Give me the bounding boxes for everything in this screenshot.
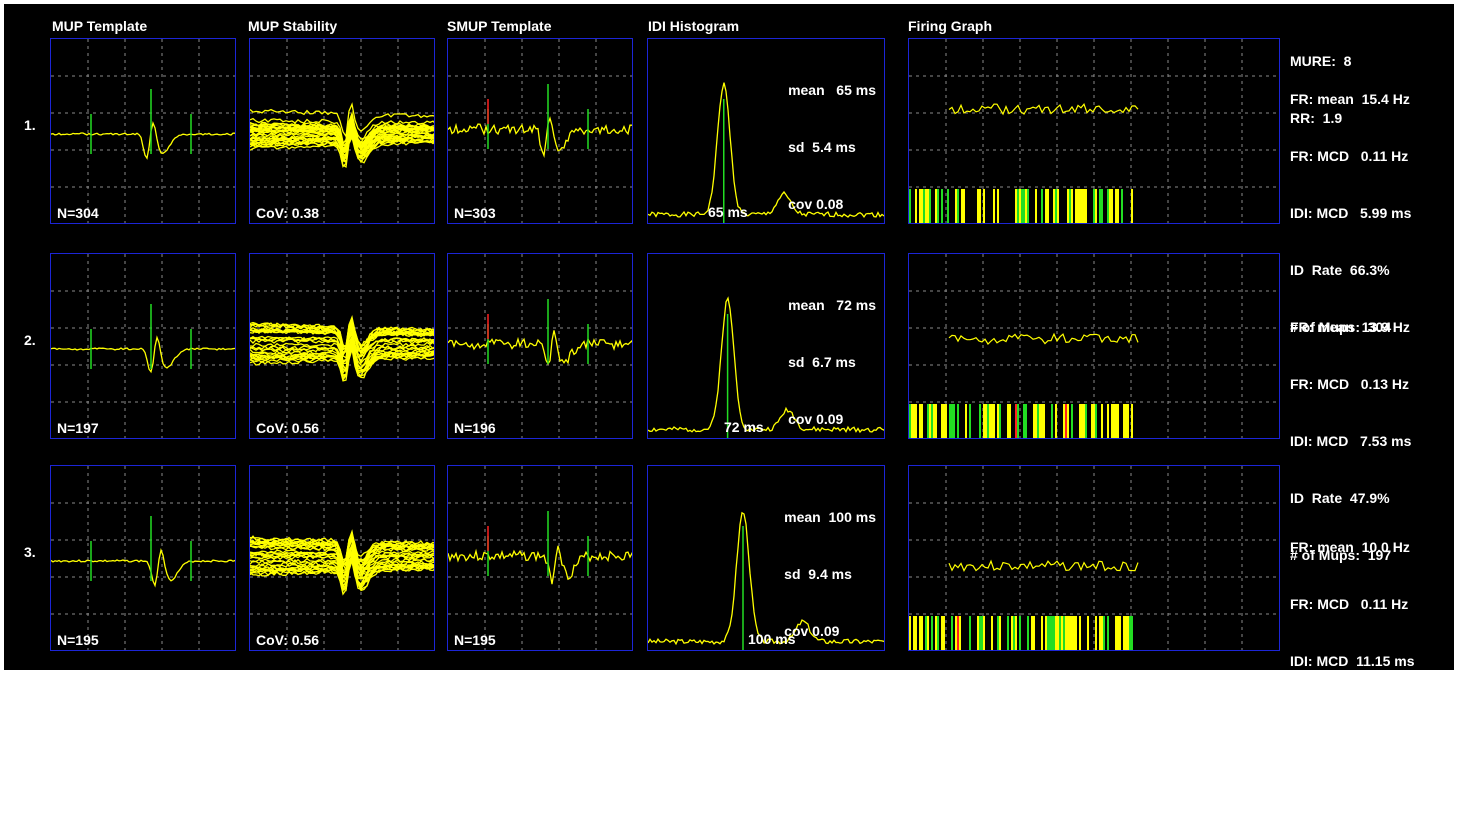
grid xyxy=(909,254,1279,438)
idi-cov: cov 0.09 xyxy=(788,411,844,427)
idi-marker-label: 65 ms xyxy=(708,204,748,220)
idi-histogram-curve xyxy=(648,82,884,223)
smup-template-trace xyxy=(448,84,632,159)
firing-graph-panel[interactable] xyxy=(908,253,1280,439)
idi-mcd: IDI: MCD 11.15 ms xyxy=(1290,653,1415,669)
summary-block: MURE: 8 RR: 1.9 xyxy=(1290,14,1351,166)
row-label: 1. xyxy=(24,117,36,133)
mup-count: N=304 xyxy=(57,205,99,221)
mup-stability-panel[interactable]: CoV: 0.56 xyxy=(249,465,435,651)
header-smup-template: SMUP Template xyxy=(447,18,552,34)
idi-sd: sd 5.4 ms xyxy=(788,139,856,155)
mup-stability-panel[interactable]: CoV: 0.56 xyxy=(249,253,435,439)
smup-template-panel[interactable]: N=195 xyxy=(447,465,633,651)
smup-template-trace xyxy=(448,511,632,585)
idi-histogram-panel[interactable]: mean 72 ms sd 6.7 ms cov 0.09 72 ms xyxy=(647,253,885,439)
firing-rate-trace xyxy=(948,103,1139,116)
firing-bars xyxy=(909,616,1133,650)
header-firing-graph: Firing Graph xyxy=(908,18,992,34)
fr-mean: FR: mean 13.9 Hz xyxy=(1290,319,1410,335)
mup-template-trace xyxy=(51,304,235,374)
mup-template-panel[interactable]: N=197 xyxy=(50,253,236,439)
mup-template-panel[interactable]: N=195 xyxy=(50,465,236,651)
row-stats: FR: mean 13.9 Hz FR: MCD 0.13 Hz IDI: MC… xyxy=(1290,280,1411,603)
idi-mcd: IDI: MCD 5.99 ms xyxy=(1290,205,1412,221)
stability-cov: CoV: 0.38 xyxy=(256,205,320,221)
row-label: 3. xyxy=(24,544,36,560)
id-rate: ID Rate 47.9% xyxy=(1290,490,1390,506)
idi-stats: mean 72 ms sd 6.7 ms cov 0.09 xyxy=(788,258,876,438)
row-label: 2. xyxy=(24,332,36,348)
fr-mean: FR: mean 15.4 Hz xyxy=(1290,91,1410,107)
idi-mean: mean 100 ms xyxy=(784,509,876,525)
row-stats: FR: mean 15.4 Hz FR: MCD 0.11 Hz IDI: MC… xyxy=(1290,52,1411,375)
fr-mcd: FR: MCD 0.11 Hz xyxy=(1290,148,1409,164)
smup-count: N=303 xyxy=(454,205,496,221)
idi-mcd: IDI: MCD 7.53 ms xyxy=(1290,433,1412,449)
idi-marker-label: 72 ms xyxy=(724,419,764,435)
grid xyxy=(51,254,235,438)
grid xyxy=(51,466,235,650)
grid xyxy=(448,466,632,650)
mup-count: N=197 xyxy=(57,420,99,436)
mups-count: # of Mups: 195 xyxy=(1290,767,1392,783)
id-rate: ID Rate 66.3% xyxy=(1290,262,1390,278)
id-rate: ID Rate 65.9% xyxy=(1290,710,1390,726)
idi-stats: mean 65 ms sd 5.4 ms cov 0.08 xyxy=(788,43,876,223)
idi-sd: sd 9.4 ms xyxy=(784,566,852,582)
idi-histogram-panel[interactable]: mean 65 ms sd 5.4 ms cov 0.08 65 ms xyxy=(647,38,885,224)
fr-mcd: FR: MCD 0.13 Hz xyxy=(1290,376,1410,392)
firing-graph-panel[interactable] xyxy=(908,38,1280,224)
mup-stability-traces xyxy=(250,314,434,382)
idi-stats: mean 100 ms sd 9.4 ms cov 0.09 xyxy=(784,470,876,650)
smup-template-panel[interactable]: N=196 xyxy=(447,253,633,439)
grid xyxy=(448,254,632,438)
idi-histogram-curve xyxy=(648,296,884,438)
mup-count: N=195 xyxy=(57,632,99,648)
idi-histogram-panel[interactable]: mean 100 ms sd 9.4 ms cov 0.09 100 ms xyxy=(647,465,885,651)
mup-template-trace xyxy=(51,516,235,588)
idi-cov: cov 0.08 xyxy=(788,196,844,212)
smup-count: N=195 xyxy=(454,632,496,648)
header-mup-template: MUP Template xyxy=(52,18,148,34)
header-mup-stability: MUP Stability xyxy=(248,18,338,34)
idi-sd: sd 6.7 ms xyxy=(788,354,856,370)
idi-histogram-curve xyxy=(648,511,884,650)
mups-count: # of Mups: 197 xyxy=(1290,547,1392,563)
firing-rate-trace xyxy=(948,559,1139,572)
idi-marker-label: 100 ms xyxy=(748,631,796,647)
grid xyxy=(51,39,235,223)
idi-mean: mean 65 ms xyxy=(788,82,876,98)
smup-template-panel[interactable]: N=303 xyxy=(447,38,633,224)
mup-stability-panel[interactable]: CoV: 0.38 xyxy=(249,38,435,224)
fr-mean: FR: mean 10.0 Hz xyxy=(1290,539,1410,555)
fr-mcd: FR: MCD 0.11 Hz xyxy=(1290,596,1409,612)
idi-mean: mean 72 ms xyxy=(788,297,876,313)
emg-analysis-screen: MUP Template MUP Stability SMUP Template… xyxy=(4,4,1454,783)
mure-value: MURE: 8 xyxy=(1290,53,1352,69)
firing-bars xyxy=(909,189,1133,223)
mup-template-panel[interactable]: N=304 xyxy=(50,38,236,224)
header-idi-histogram: IDI Histogram xyxy=(648,18,740,34)
mups-count: # of Mups: 304 xyxy=(1290,319,1392,335)
stability-cov: CoV: 0.56 xyxy=(256,632,320,648)
firing-rate-trace xyxy=(948,332,1139,345)
idi-cov: cov 0.09 xyxy=(784,623,840,639)
stability-cov: CoV: 0.56 xyxy=(256,420,320,436)
mup-template-trace xyxy=(51,89,235,160)
firing-graph-panel[interactable] xyxy=(908,465,1280,651)
rr-value: RR: 1.9 xyxy=(1290,110,1343,126)
smup-template-trace xyxy=(448,299,632,366)
firing-bars xyxy=(909,404,1133,438)
mup-stability-traces xyxy=(250,102,434,168)
smup-count: N=196 xyxy=(454,420,496,436)
row-stats: FR: mean 10.0 Hz FR: MCD 0.11 Hz IDI: MC… xyxy=(1290,500,1415,823)
mup-stability-traces xyxy=(250,529,434,596)
